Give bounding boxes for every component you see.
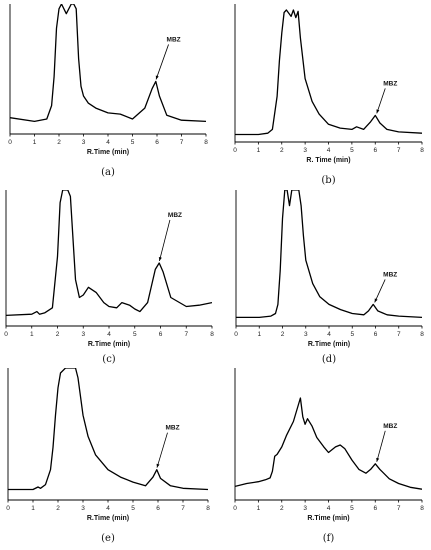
x-tick-label: 5: [350, 331, 354, 338]
x-tick-label: 1: [30, 331, 34, 338]
chart-panel: 0 1 2 3 4 5 6 7 8 R.Time (min) MBZ (a): [8, 4, 208, 178]
panel-label: (a): [101, 167, 115, 178]
x-tick-label: 3: [82, 139, 86, 146]
x-tick-label: 5: [350, 147, 354, 154]
x-tick-label: 2: [56, 331, 60, 338]
arrow-head-icon: [158, 257, 162, 261]
x-tick-label: 3: [81, 505, 85, 512]
chart-panel: 0 1 2 3 4 5 6 7 8 R.Time (min) MBZ (e): [6, 368, 210, 544]
x-tick-label: 4: [106, 139, 110, 146]
x-axis-title: R.Time (min): [87, 515, 129, 522]
x-tick-label: 7: [397, 147, 401, 154]
annotation-arrow: [374, 279, 386, 303]
x-tick-label: 1: [257, 331, 261, 338]
x-tick-label: 6: [155, 139, 159, 146]
x-tick-label: 7: [181, 505, 185, 512]
annotation-label: MBZ: [166, 425, 180, 432]
x-tick-label: 8: [420, 147, 424, 154]
chart-panel: 0 1 2 3 4 5 6 7 8 R.Time (min) MBZ (c): [4, 190, 214, 365]
annotation-arrow: [156, 432, 168, 468]
x-tick-label: 6: [156, 505, 160, 512]
arrow-head-icon: [374, 298, 378, 303]
annotation-arrow: [376, 88, 386, 114]
annotation-label: MBZ: [167, 36, 181, 43]
annotation-label: MBZ: [383, 423, 397, 430]
x-tick-label: 7: [180, 139, 184, 146]
x-tick-label: 7: [397, 331, 401, 338]
x-axis-title: R.Time (min): [88, 341, 130, 348]
annotation-label: MBZ: [383, 271, 397, 278]
x-tick-label: 4: [327, 505, 331, 512]
x-tick-label: 2: [280, 505, 284, 512]
chart-panel: 0 1 2 3 4 5 6 7 8 R.Time (min) MBZ (f): [233, 368, 424, 544]
panel-label: (d): [322, 354, 336, 365]
x-tick-label: 7: [397, 505, 401, 512]
x-tick-label: 2: [56, 505, 60, 512]
panel-label: (b): [321, 175, 335, 186]
chromatogram-trace: [10, 4, 206, 123]
annotation-arrow: [155, 44, 169, 80]
x-tick-label: 8: [420, 505, 424, 512]
chromatogram-trace: [8, 368, 208, 491]
annotation-label: MBZ: [383, 80, 397, 87]
x-axis-title: R.Time (min): [307, 515, 349, 522]
x-tick-label: 8: [210, 331, 214, 338]
panel-label: (c): [102, 354, 116, 365]
x-tick-label: 1: [33, 139, 37, 146]
x-tick-label: 1: [257, 147, 261, 154]
annotation-label: MBZ: [168, 212, 182, 219]
x-tick-label: 0: [233, 147, 237, 154]
arrow-head-icon: [156, 463, 160, 468]
panel-label: (e): [101, 533, 115, 544]
x-tick-label: 2: [280, 147, 284, 154]
x-axis-title: R. Time (min): [306, 157, 350, 164]
chromatogram-trace: [235, 397, 422, 490]
x-tick-label: 0: [234, 331, 238, 338]
annotation-arrow: [159, 219, 171, 262]
x-tick-label: 4: [327, 331, 331, 338]
x-tick-label: 5: [133, 331, 137, 338]
x-tick-label: 0: [8, 139, 12, 146]
x-tick-label: 3: [303, 147, 307, 154]
chromatogram-trace: [235, 9, 422, 136]
x-tick-label: 1: [31, 505, 35, 512]
x-tick-label: 0: [233, 505, 237, 512]
x-tick-label: 6: [159, 331, 163, 338]
chart-panel: 0 1 2 3 4 5 6 7 8 R. Time (min) MBZ (b): [233, 4, 424, 186]
x-tick-label: 0: [4, 331, 8, 338]
x-tick-label: 3: [303, 505, 307, 512]
chromatogram-trace: [6, 190, 212, 317]
x-tick-label: 2: [57, 139, 61, 146]
x-tick-label: 3: [81, 331, 85, 338]
x-tick-label: 8: [420, 331, 424, 338]
x-tick-label: 6: [374, 331, 378, 338]
panel-label: (f): [323, 533, 335, 544]
x-tick-label: 3: [304, 331, 308, 338]
x-tick-label: 6: [373, 147, 377, 154]
x-tick-label: 2: [281, 331, 285, 338]
x-axis-title: R.Time (min): [308, 341, 350, 348]
x-tick-label: 4: [106, 505, 110, 512]
x-tick-label: 8: [206, 505, 210, 512]
x-tick-label: 1: [257, 505, 261, 512]
x-tick-label: 5: [350, 505, 354, 512]
x-tick-label: 5: [131, 139, 135, 146]
arrow-head-icon: [376, 457, 380, 462]
chromatogram-trace: [236, 190, 422, 319]
x-tick-label: 0: [6, 505, 10, 512]
arrow-head-icon: [155, 75, 159, 80]
chart-panel: 0 1 2 3 4 5 6 7 8 R.Time (min) MBZ (d): [234, 190, 424, 365]
annotation-arrow: [376, 430, 386, 462]
x-tick-label: 6: [373, 505, 377, 512]
x-tick-label: 8: [204, 139, 208, 146]
x-tick-label: 4: [327, 147, 331, 154]
x-tick-label: 4: [107, 331, 111, 338]
arrow-head-icon: [376, 109, 380, 114]
x-tick-label: 5: [131, 505, 135, 512]
x-tick-label: 7: [184, 331, 188, 338]
x-axis-title: R.Time (min): [87, 149, 129, 156]
